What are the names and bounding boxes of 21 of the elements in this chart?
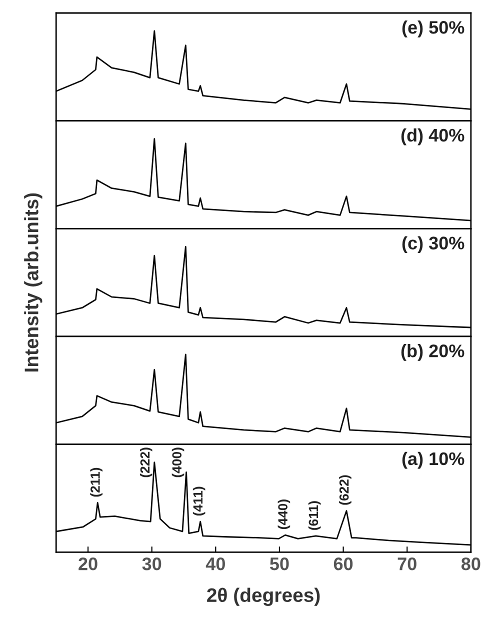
chart-title: (c) 30% (402, 236, 464, 254)
annotation: (411) (192, 486, 206, 516)
x-tick-label: 50 (270, 557, 289, 570)
chart-title: (a) 10% (402, 452, 464, 469)
chart-title: (d) 40% (401, 128, 464, 146)
annotation: (611) (308, 501, 321, 530)
annotation: (622) (339, 475, 352, 505)
annotation: (222) (140, 448, 152, 478)
chart-title: (b) 20% (401, 344, 464, 361)
chart-title: (e) 50% (402, 20, 464, 38)
x-axis-title: 2θ (degrees) (207, 588, 320, 606)
x-tick-label: 70 (398, 557, 416, 570)
x-tick-label: 20 (78, 557, 98, 570)
annotation: (211) (90, 468, 102, 497)
x-tick-label: 80 (461, 557, 480, 570)
x-tick-label: 60 (334, 557, 353, 570)
annotation: (400) (172, 448, 184, 478)
y-axis-title: Intensity (arb.units) (24, 193, 42, 372)
annotation: (440) (278, 500, 290, 530)
x-tick-label: 40 (206, 557, 225, 570)
x-tick-label: 30 (142, 557, 162, 570)
